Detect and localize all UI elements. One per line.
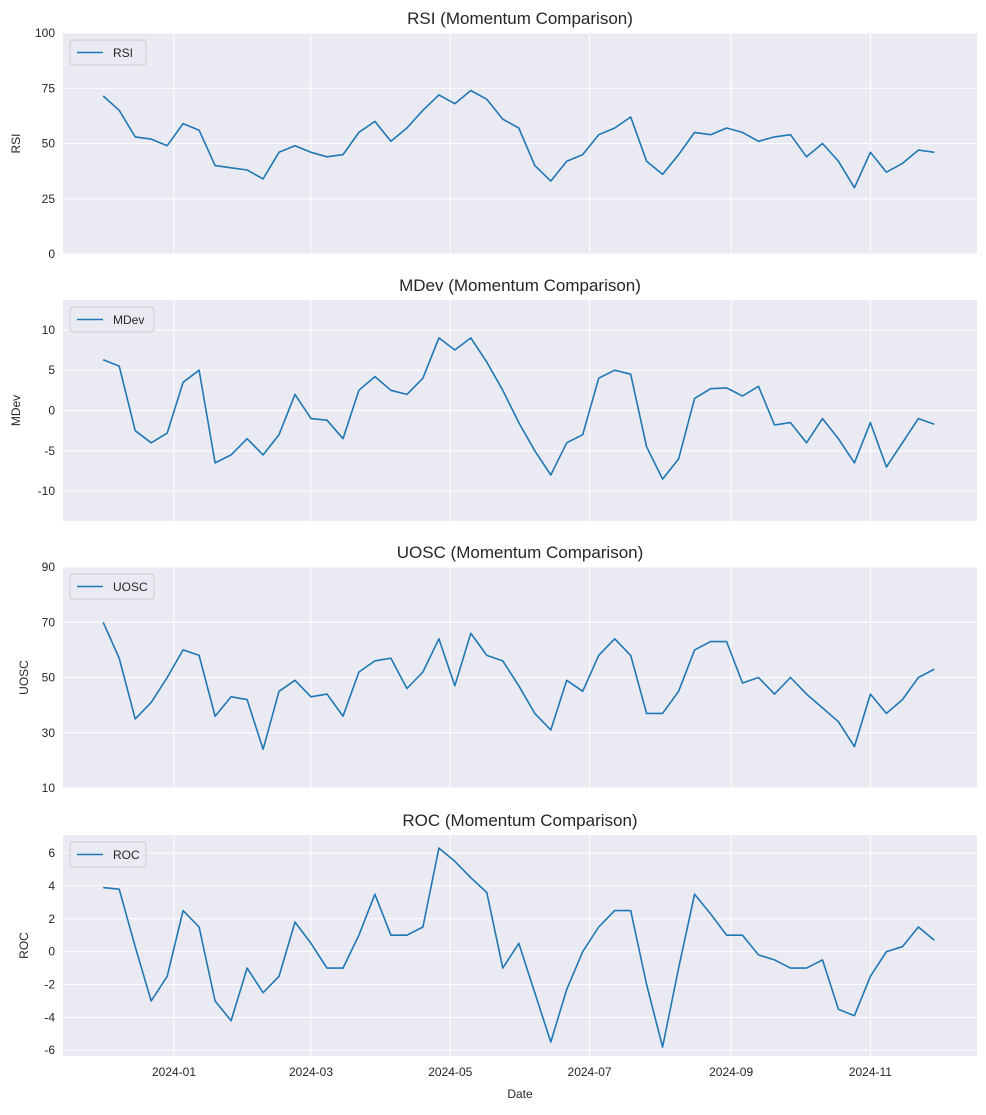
x-tick-label: 2024-05 <box>428 1065 472 1079</box>
subplot-title: RSI (Momentum Comparison) <box>407 9 633 28</box>
y-tick-label: 0 <box>48 945 55 959</box>
y-tick-label: 0 <box>48 247 55 261</box>
legend: MDev <box>69 306 155 333</box>
y-tick-label: 6 <box>48 846 55 860</box>
series-line-roc <box>103 847 935 1048</box>
y-tick-label: 50 <box>42 671 56 685</box>
series-line-mdev <box>102 337 935 480</box>
y-tick-label: 10 <box>42 323 56 337</box>
legend-box <box>69 841 147 868</box>
subplot-title: MDev (Momentum Comparison) <box>399 276 641 295</box>
y-tick-label: 0 <box>48 404 55 418</box>
series-line-rsi <box>102 89 935 189</box>
y-axis-label: UOSC <box>17 660 31 695</box>
y-tick-label: 70 <box>42 615 56 629</box>
y-tick-label: 100 <box>35 26 55 40</box>
legend: UOSC <box>69 573 155 600</box>
subplot-title: UOSC (Momentum Comparison) <box>397 543 644 562</box>
y-tick-label: -10 <box>38 484 56 498</box>
y-tick-label: -2 <box>44 978 55 992</box>
x-tick-label: 2024-09 <box>709 1065 753 1079</box>
subplot-title: ROC (Momentum Comparison) <box>402 811 637 830</box>
y-tick-label: 25 <box>42 192 56 206</box>
y-axis-label: MDev <box>9 395 23 426</box>
legend-label: UOSC <box>113 580 148 594</box>
legend-box <box>69 573 155 600</box>
y-tick-label: 90 <box>42 560 56 574</box>
y-tick-label: 75 <box>42 81 56 95</box>
x-axis-label: Date <box>507 1087 533 1101</box>
x-tick-label: 2024-01 <box>152 1065 196 1079</box>
y-tick-label: -5 <box>44 444 55 458</box>
y-tick-label: 50 <box>42 137 56 151</box>
legend: RSI <box>69 39 147 66</box>
subplot-uosc: 10 30 50 70 90 UOSC (Momentum Comparison) UOSC… <box>17 543 977 795</box>
legend: ROC <box>69 841 147 868</box>
legend-box <box>69 306 155 333</box>
y-tick-label: 10 <box>42 781 56 795</box>
y-tick-label: -4 <box>44 1010 55 1024</box>
legend-label: RSI <box>113 46 133 60</box>
series-line-uosc <box>102 621 935 751</box>
y-tick-label: 4 <box>48 879 55 893</box>
y-tick-label: 5 <box>48 363 55 377</box>
x-tick-label: 2024-07 <box>568 1065 612 1079</box>
y-tick-label: 30 <box>42 726 56 740</box>
legend-label: MDev <box>113 313 144 327</box>
y-tick-label: 2 <box>48 912 55 926</box>
legend-box <box>69 39 147 66</box>
subplot-rsi: 0 25 50 75 100 RSI (Momentum Comparison) RSI RS… <box>9 9 977 261</box>
y-axis-label: RSI <box>9 133 23 153</box>
y-axis-label: ROC <box>17 932 31 959</box>
x-tick-label: 2024-03 <box>289 1065 333 1079</box>
x-tick-label: 2024-11 <box>849 1065 892 1079</box>
subplot-roc: 2024-01 2024-03 2024-05 2024-07 2024-09 2024-… <box>17 811 977 1101</box>
y-tick-label: -6 <box>44 1043 55 1057</box>
subplot-mdev: -10 -5 0 5 10 MDev (Momentum Comparison) MDev M… <box>9 276 977 521</box>
legend-label: ROC <box>113 848 140 862</box>
